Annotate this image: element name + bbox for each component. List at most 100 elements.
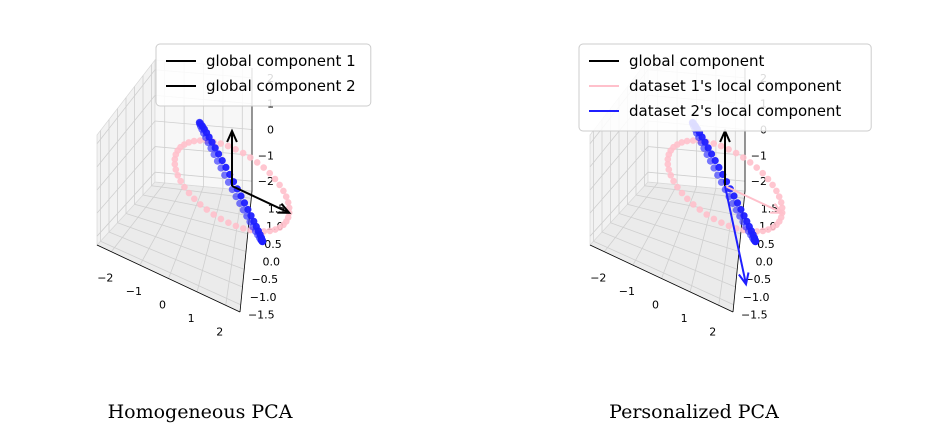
z-tick-label: −2 xyxy=(751,175,767,188)
caption-homogeneous: Homogeneous PCA xyxy=(108,401,293,423)
dataset2-point xyxy=(243,212,251,220)
dataset1-point xyxy=(197,201,204,208)
dataset1-point xyxy=(282,193,290,200)
dataset1-point xyxy=(769,181,776,189)
gridline-y xyxy=(134,86,248,235)
dataset2-point xyxy=(222,163,230,171)
x-tick-label: −2 xyxy=(97,272,113,285)
arrows-personalized xyxy=(719,128,785,287)
dataset1-point xyxy=(284,214,292,221)
dataset1-point xyxy=(773,187,780,195)
dataset1-point xyxy=(224,142,232,150)
dataset1-point xyxy=(683,137,691,145)
x-tick-label: −1 xyxy=(126,285,142,298)
x-tick-label: 0 xyxy=(159,299,166,312)
dataset2-point xyxy=(732,206,741,214)
dataset1-point xyxy=(753,164,760,171)
dataset1-point xyxy=(174,172,182,179)
dataset2-point xyxy=(704,144,712,152)
dataset1-point xyxy=(266,227,274,235)
gridline-y xyxy=(151,64,252,199)
z-tick-label: −1 xyxy=(258,149,274,162)
x-tick-label: 2 xyxy=(709,325,716,338)
dataset2-point xyxy=(215,150,223,158)
x-tick-label: −1 xyxy=(619,285,635,298)
dataset2-point xyxy=(701,138,709,146)
dataset1-point xyxy=(191,195,198,203)
x-tick-label: 1 xyxy=(188,312,195,325)
dataset1-point xyxy=(703,211,710,218)
dataset1-point xyxy=(280,187,287,195)
dataset1-point xyxy=(240,225,247,232)
dataset1-point xyxy=(232,146,239,153)
dataset1-point xyxy=(670,177,677,185)
dataset2-point xyxy=(208,138,216,146)
dataset1-point xyxy=(210,211,217,218)
y-tick-label: −0.5 xyxy=(251,273,278,286)
x-axis-line xyxy=(96,244,241,313)
dataset1-point xyxy=(710,215,718,223)
dataset1-point xyxy=(172,166,180,173)
dataset2-point xyxy=(239,206,247,214)
dataset1-point xyxy=(667,172,675,179)
dataset1-point xyxy=(171,160,179,168)
legend-label: global component xyxy=(629,52,764,70)
dataset1-point xyxy=(247,154,254,161)
z-tick-label: −2 xyxy=(258,175,274,188)
dataset1-point xyxy=(665,166,673,173)
arrowhead xyxy=(277,203,292,214)
dataset1-point xyxy=(696,206,704,213)
dataset1-point xyxy=(777,214,785,221)
caption-personalized: Personalized PCA xyxy=(609,401,779,423)
dataset2-point xyxy=(729,199,737,207)
component-arrow xyxy=(231,185,290,214)
component-arrow xyxy=(724,185,783,214)
dataset2-point xyxy=(722,178,731,186)
dataset2-point xyxy=(232,193,240,201)
dataset1-point xyxy=(718,219,725,226)
x-axis-line xyxy=(589,244,734,313)
gridline-y xyxy=(125,97,247,252)
dataset1-point xyxy=(764,175,772,183)
y-tick-label: −1.0 xyxy=(250,291,277,304)
legend-homogeneous: global component 1 global component 2 xyxy=(155,43,372,107)
gridline-y xyxy=(108,119,243,288)
dataset1-point xyxy=(717,142,725,150)
legend-label: dataset 1's local component xyxy=(629,77,841,95)
dataset2-point xyxy=(229,178,238,186)
dataset2-point xyxy=(211,144,219,152)
legend-label: global component 1 xyxy=(206,52,356,70)
y-tick-label: 0.0 xyxy=(263,256,281,269)
dataset2-point xyxy=(708,150,716,158)
legend-box xyxy=(155,43,372,107)
component-arrow xyxy=(724,185,747,285)
arrowhead xyxy=(738,272,750,287)
dataset1-point xyxy=(185,189,193,197)
y-tick-label: −1.5 xyxy=(741,309,768,322)
dataset1-point xyxy=(759,227,767,235)
dataset1-point xyxy=(684,195,691,203)
dataset1-point xyxy=(177,177,184,185)
dataset1-point xyxy=(181,183,188,191)
z-tick-label: 0 xyxy=(267,124,274,137)
gridline-y xyxy=(100,130,241,306)
dataset1-point xyxy=(260,164,268,171)
legend-box xyxy=(578,43,872,132)
dataset1-point xyxy=(190,137,198,145)
gridline-z xyxy=(96,120,253,191)
dataset1-point xyxy=(674,183,681,191)
gridline-y xyxy=(593,130,734,306)
dataset1-point xyxy=(759,169,766,177)
dataset1-point xyxy=(664,160,672,168)
arrowhead xyxy=(770,203,785,214)
scatter-marks-homogeneous xyxy=(171,118,293,246)
gridline-y xyxy=(142,75,250,217)
gridline-z xyxy=(589,171,746,237)
dataset1-point xyxy=(196,137,204,144)
dataset1-point xyxy=(217,215,225,223)
dataset1-point xyxy=(203,206,211,213)
z-tick-label: −1 xyxy=(751,149,767,162)
arrows-homogeneous xyxy=(226,128,292,214)
